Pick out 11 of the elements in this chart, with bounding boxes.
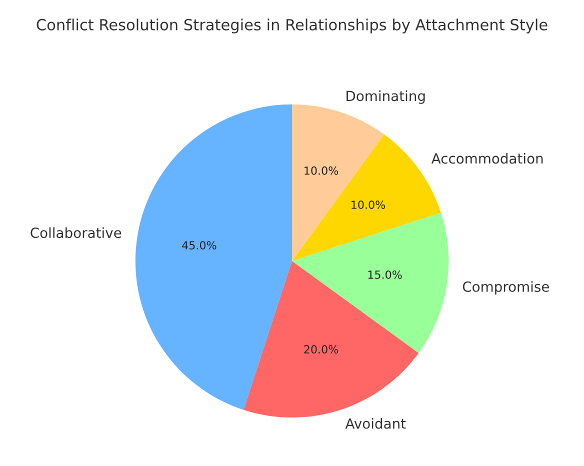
data-label: 10.0% <box>352 200 386 209</box>
chart-title: Conflict Resolution Strategies in Relationships by Attachment Style <box>36 18 548 34</box>
slice-label: Compromise <box>462 281 549 295</box>
slice-label: Collaborative <box>30 227 122 238</box>
data-label: 45.0% <box>182 241 216 250</box>
data-label: 10.0% <box>304 166 338 175</box>
data-label: 20.0% <box>304 345 338 354</box>
data-label: 15.0% <box>368 270 402 279</box>
slice-label: Dominating <box>346 90 425 104</box>
slice-label: Avoidant <box>345 418 406 429</box>
slice-label: Accommodation <box>431 153 543 164</box>
